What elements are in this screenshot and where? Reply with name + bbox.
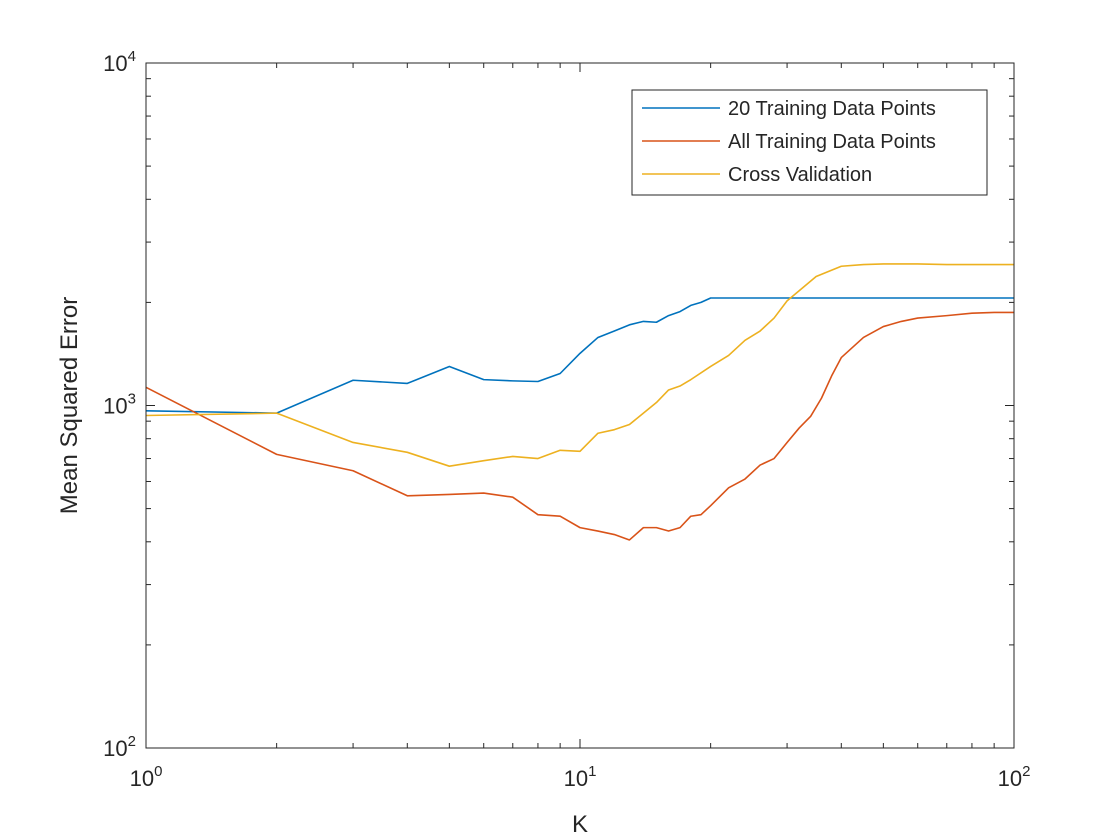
series-line-2	[145, 263, 1014, 467]
series-line-1	[145, 311, 1014, 541]
y-tick-label-2: 104	[103, 48, 136, 76]
y-tick-label-0: 102	[103, 733, 136, 761]
legend-label-2: Cross Validation	[728, 164, 872, 186]
legend-label-1: All Training Data Points	[728, 131, 936, 153]
y-tick-label-1: 103	[103, 391, 136, 419]
x-tick-label-0: 100	[130, 763, 163, 791]
x-tick-label-2: 102	[998, 763, 1031, 791]
y-axis-label: Mean Squared Error	[56, 297, 83, 514]
x-axis-label: K	[572, 811, 588, 838]
legend: 20 Training Data Points All Training Data…	[631, 89, 988, 196]
series-line-0	[145, 297, 1014, 414]
legend-label-0: 20 Training Data Points	[728, 98, 936, 120]
x-tick-label-1: 101	[564, 763, 597, 791]
